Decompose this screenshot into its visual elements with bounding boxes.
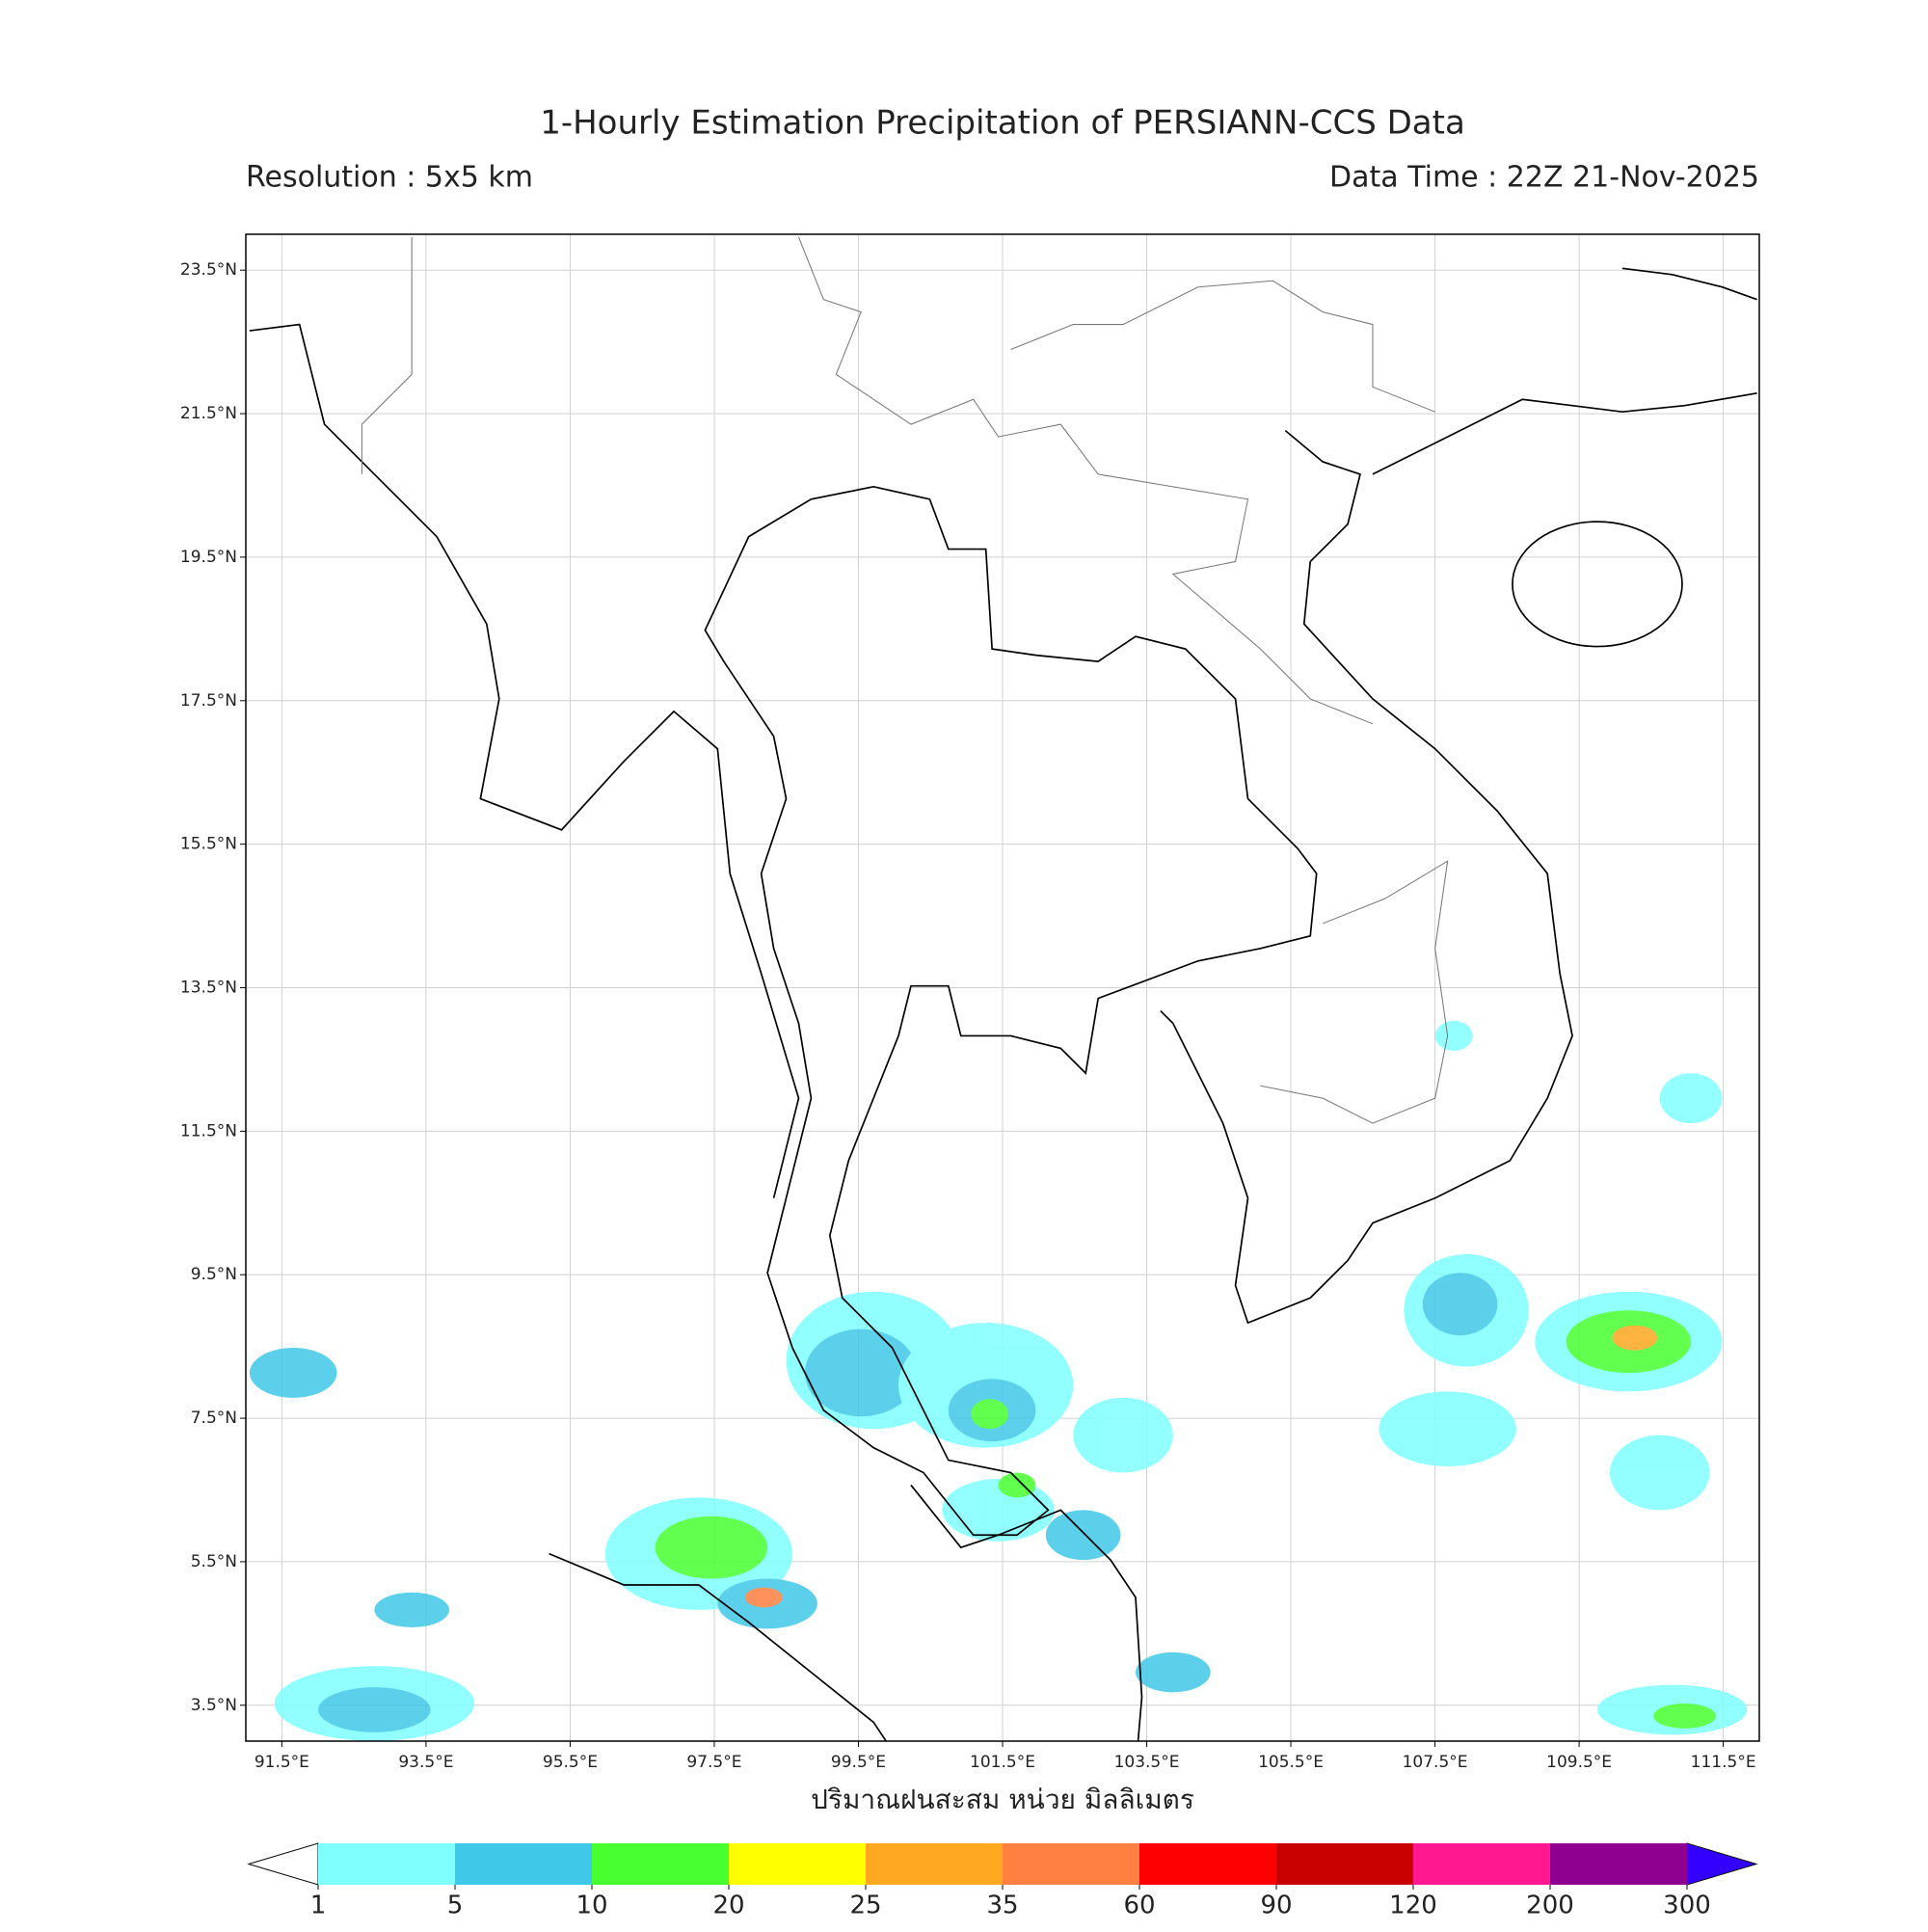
colorbar-over	[1686, 1842, 1758, 1886]
y-tick-label: 5.5°N	[191, 1552, 237, 1571]
china-coast	[1621, 267, 1757, 301]
colorbar-segment	[729, 1843, 867, 1885]
colorbar-tick-label: 300	[1663, 1892, 1711, 1920]
x-axis-label: ปริมาณฝนสะสม หน่วย มิลลิเมตร	[811, 1784, 1194, 1815]
y-tick-label: 9.5°N	[191, 1265, 237, 1284]
colorbar-segment	[592, 1843, 730, 1885]
country-border	[797, 236, 1374, 725]
sumatra-coast	[549, 1552, 887, 1742]
colorbar-tick-label: 5	[447, 1892, 464, 1920]
map-layer	[249, 236, 1757, 1742]
title: 1-Hourly Estimation Precipitation of PER…	[540, 104, 1465, 143]
rain-area	[318, 1687, 431, 1732]
y-tick-label: 13.5°N	[180, 979, 237, 998]
x-tick-label: 101.5°E	[970, 1753, 1035, 1772]
country-border	[1260, 860, 1449, 1124]
subtitle-right: Data Time : 22Z 21-Nov-2025	[1329, 161, 1759, 195]
colorbar-tick-label: 90	[1260, 1892, 1292, 1920]
x-tick-label: 111.5°E	[1691, 1753, 1756, 1772]
subtitle-left: Resolution : 5x5 km	[246, 161, 533, 195]
colorbar-tick-label: 1	[310, 1892, 327, 1920]
colorbar-segment	[866, 1843, 1004, 1885]
precipitation	[249, 1020, 1748, 1741]
colorbar-tick-label: 120	[1389, 1892, 1437, 1920]
colorbar-tick-label: 10	[576, 1892, 607, 1920]
x-tick-label: 97.5°E	[686, 1753, 741, 1772]
colorbar-under	[247, 1842, 319, 1886]
y-tick-label: 7.5°N	[191, 1409, 237, 1428]
colorbar-tick-label: 20	[712, 1892, 744, 1920]
borders	[361, 236, 1449, 1124]
y-tick-label: 21.5°N	[180, 404, 237, 423]
rain-area	[1609, 1435, 1710, 1511]
x-tick-label: 99.5°E	[831, 1753, 886, 1772]
hainan-coast	[1512, 521, 1683, 648]
y-tick-label: 11.5°N	[180, 1121, 237, 1140]
country-border	[1010, 280, 1435, 413]
rain-area	[804, 1328, 918, 1417]
rain-area	[1422, 1273, 1498, 1336]
y-tick-label: 19.5°N	[180, 548, 237, 567]
colorbar-segment	[1003, 1843, 1140, 1885]
rain-area	[1135, 1651, 1211, 1693]
vietnam-coast	[1160, 429, 1573, 1325]
colorbar-segment	[318, 1843, 456, 1885]
rain-area	[971, 1399, 1008, 1430]
colorbar: 1 5 10 20 25 35 60 90 120 200 300	[247, 1842, 1758, 1920]
x-tick-label: 95.5°E	[543, 1753, 598, 1772]
x-tick-label: 109.5°E	[1546, 1753, 1612, 1772]
colorbar-tick-label: 60	[1123, 1892, 1155, 1920]
y-tick-label: 17.5°N	[180, 691, 237, 711]
rain-area	[1379, 1391, 1516, 1467]
rain-area	[374, 1592, 450, 1628]
colorbar-tick-label: 25	[849, 1892, 881, 1920]
y-tick-label: 3.5°N	[191, 1696, 237, 1715]
rain-area	[1659, 1073, 1723, 1124]
grid	[246, 234, 1759, 1741]
rain-area	[1073, 1397, 1173, 1473]
colorbar-segment	[455, 1843, 593, 1885]
malaysia-coast	[910, 1484, 1143, 1741]
colorbar-segment	[1139, 1843, 1277, 1885]
coastlines	[249, 267, 1757, 1742]
rain-area	[249, 1348, 337, 1398]
rain-area	[1045, 1510, 1121, 1561]
china-coast	[1372, 391, 1757, 475]
myanmar-coast	[249, 323, 800, 1198]
x-tick-label: 103.5°E	[1114, 1753, 1180, 1772]
rain-area	[1612, 1325, 1658, 1351]
y-tick-label: 23.5°N	[180, 260, 237, 280]
rain-area	[942, 1478, 1055, 1542]
colorbar-segment	[1413, 1843, 1551, 1885]
colorbar-segment	[1276, 1843, 1414, 1885]
y-tick-label: 15.5°N	[180, 835, 237, 854]
country-border	[361, 236, 413, 474]
thailand-border	[704, 485, 1318, 1537]
x-tick-label: 105.5°E	[1258, 1753, 1324, 1772]
rain-area	[655, 1516, 768, 1579]
colorbar-segment	[1550, 1843, 1688, 1885]
x-tick-label: 91.5°E	[254, 1753, 309, 1772]
rain-area	[1434, 1020, 1473, 1051]
colorbar-tick-label: 200	[1526, 1892, 1574, 1920]
x-tick-label: 107.5°E	[1403, 1753, 1468, 1772]
rain-area	[744, 1587, 783, 1608]
x-tick-label: 93.5°E	[398, 1753, 453, 1772]
colorbar-tick-label: 35	[986, 1892, 1018, 1920]
rain-area	[1653, 1703, 1716, 1729]
rain-area	[998, 1472, 1036, 1498]
